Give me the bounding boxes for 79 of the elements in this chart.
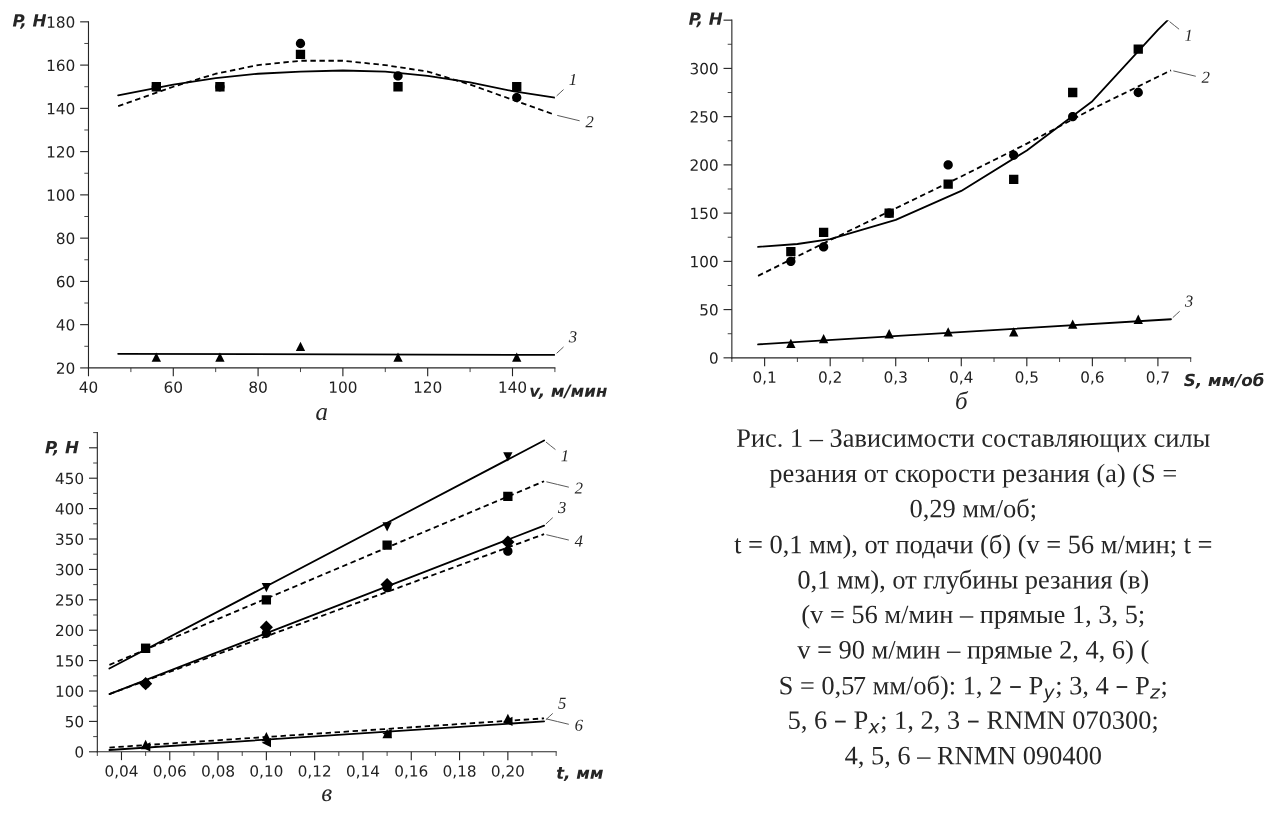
series-label: 4	[574, 535, 583, 547]
x-tick-label: 0,18	[443, 765, 476, 779]
y-tick-label: 250	[690, 111, 718, 123]
y-tick-label: 200	[690, 159, 718, 171]
x-tick-label: 100	[329, 381, 357, 393]
y-tick-label: 400	[55, 503, 84, 515]
x-tick-label: 0,06	[153, 765, 186, 779]
series-label: 3	[557, 501, 566, 514]
text: в	[322, 789, 332, 802]
x-tick-label: 0,16	[395, 765, 428, 779]
y-tick-label: 100	[47, 189, 75, 201]
text: 4, 5, 6 – RNMN 090400	[845, 746, 1101, 769]
y-axis-title: P, H	[12, 14, 47, 29]
x-axis-title: t, мм	[556, 767, 603, 782]
y-tick-label: 150	[691, 207, 718, 220]
text: (v = 56 м/мин – прямые 1, 3, 5;	[802, 604, 1144, 629]
x-tick-label: 0,08	[202, 765, 235, 779]
y-tick-label: 100	[691, 255, 718, 268]
x-tick-label: 0,5	[1015, 371, 1038, 385]
series-label: 5	[558, 697, 566, 709]
series-label: 1	[561, 450, 568, 462]
y-tick-label: 160	[47, 59, 75, 72]
x-tick-label: 60	[164, 381, 182, 393]
y-tick-label: 250	[56, 594, 84, 606]
y-tick-label: 0	[75, 746, 84, 758]
text: 5, 6 – P$_{x}$; 1, 2, 3 – RNMN 070300;	[789, 711, 1157, 734]
x-tick-label: 0,10	[250, 765, 283, 779]
text: а	[316, 408, 327, 421]
series-label: 2	[585, 116, 594, 128]
y-tick-label: 80	[56, 232, 75, 245]
text: S = 0,57 мм/об): 1, 2 – P$_{y}$; 3, 4 – P$_{z}$;	[780, 675, 1166, 703]
y-tick-label: 300	[690, 62, 718, 75]
x-tick-label: 80	[249, 381, 267, 393]
y-tick-label: 20	[56, 362, 75, 374]
x-tick-label: 0,2	[819, 371, 841, 385]
x-tick-label: 140	[499, 381, 527, 393]
text: Рис. 1 – Зависимости составляющих силы	[736, 429, 1210, 453]
x-tick-label: 0,3	[884, 371, 907, 385]
x-tick-label: 0,04	[105, 765, 138, 779]
text: v = 90 м/мин – прямые 2, 4, 6) (	[797, 640, 1149, 665]
series-label: 2	[1201, 71, 1210, 83]
y-axis-title: P, Н	[689, 12, 723, 28]
y-axis-title: P, H	[45, 441, 79, 456]
y-tick-label: 200	[56, 624, 84, 637]
y-tick-label: 180	[47, 16, 75, 28]
y-tick-label: 0	[709, 352, 718, 364]
x-tick-label: 0,1	[753, 371, 776, 385]
x-tick-label: 0,12	[298, 765, 331, 779]
y-tick-label: 300	[56, 563, 84, 576]
x-tick-label: 40	[79, 381, 98, 393]
series-label: 3	[1184, 295, 1193, 307]
series-label: 1	[1185, 29, 1191, 41]
text: 0,29 мм/об;	[910, 498, 1035, 522]
x-axis-title: S, мм/об	[1184, 372, 1264, 389]
series-label: 2	[574, 482, 583, 494]
y-tick-label: 140	[47, 102, 75, 115]
x-tick-label: 0,6	[1081, 371, 1104, 385]
y-tick-label: 60	[56, 275, 75, 288]
series-label: 1	[569, 73, 576, 85]
x-tick-label: 0,4	[950, 371, 973, 385]
series-label: 3	[568, 331, 577, 343]
y-tick-label: 50	[65, 715, 84, 728]
y-tick-label: 100	[56, 685, 84, 698]
text: б	[956, 391, 969, 410]
y-tick-label: 150	[56, 655, 84, 667]
text: 0,1 мм), от глубины резания (в)	[798, 569, 1149, 595]
y-tick-label: 50	[700, 304, 718, 316]
series-label: 6	[575, 719, 583, 731]
x-tick-label: 0,7	[1146, 371, 1169, 385]
x-tick-label: 120	[414, 381, 442, 393]
x-axis-title: v, м/мин	[530, 384, 607, 400]
y-tick-label: 40	[56, 319, 75, 331]
x-tick-label: 0,20	[491, 765, 524, 779]
y-tick-label: 350	[56, 533, 84, 546]
text: резания от скорости резания (а) (S =	[769, 463, 1176, 488]
text: t = 0,1 мм), от подачи (б) (v = 56 м/мин; t =	[734, 534, 1212, 559]
x-tick-label: 0,14	[346, 765, 380, 779]
y-tick-label: 120	[47, 146, 75, 158]
y-tick-label: 450	[55, 472, 84, 485]
